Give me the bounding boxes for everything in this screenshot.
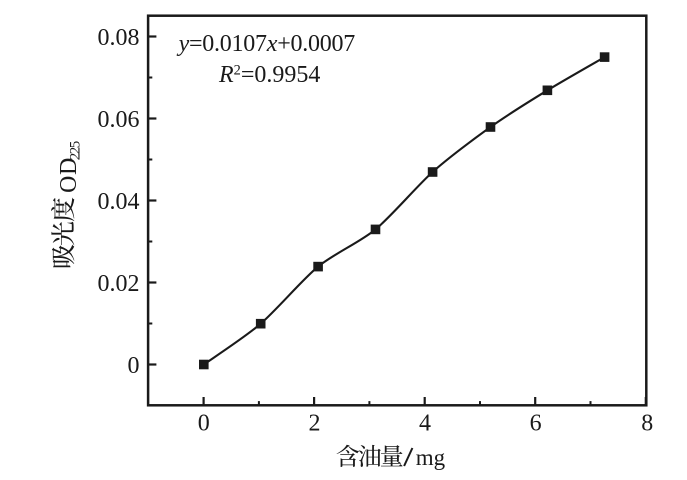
svg-text:4: 4 xyxy=(419,410,431,436)
svg-text:0.08: 0.08 xyxy=(98,25,140,51)
svg-text:225: 225 xyxy=(67,141,83,160)
svg-text:2: 2 xyxy=(309,410,321,436)
svg-text:y=0.0107x+0.0007: y=0.0107x+0.0007 xyxy=(177,31,356,57)
svg-text:0.06: 0.06 xyxy=(98,107,140,133)
svg-text:8: 8 xyxy=(641,410,653,436)
svg-text:0.04: 0.04 xyxy=(98,189,140,215)
svg-text:R2=0.9954: R2=0.9954 xyxy=(218,62,320,88)
svg-text:mg: mg xyxy=(416,445,446,470)
svg-text:0: 0 xyxy=(198,410,210,436)
svg-text:OD: OD xyxy=(56,157,82,193)
svg-text:0: 0 xyxy=(128,353,140,379)
svg-text:6: 6 xyxy=(530,410,542,436)
svg-text:0.02: 0.02 xyxy=(98,271,140,297)
